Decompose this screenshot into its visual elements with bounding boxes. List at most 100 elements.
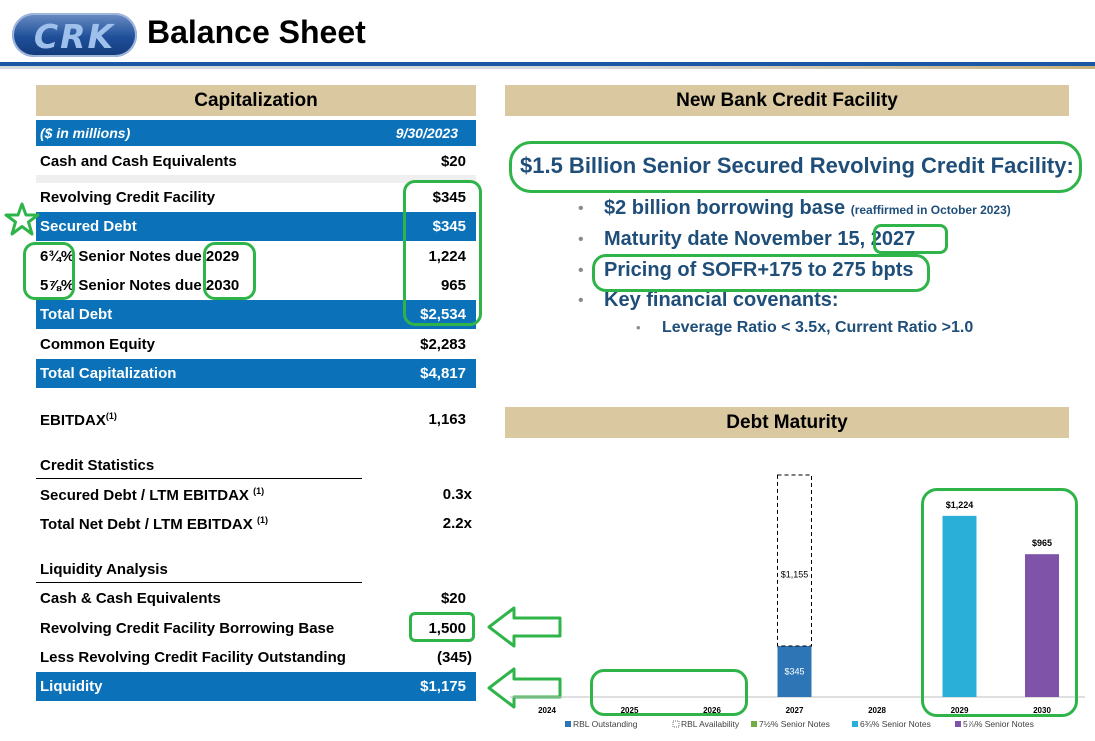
row-value: (345) [436,649,472,666]
facility-headline: $1.5 Billion Senior Secured Revolving Cr… [520,153,1074,178]
row-secured-ratio: Secured Debt / LTM EBITDAX (1) 0.3x [36,480,476,509]
bullet-covenants: Key financial covenants: [604,289,839,311]
bullet-maturity: Maturity date November 15, 2027 [604,228,916,250]
as-of-date: 9/30/2023 [395,125,458,141]
tick-label: 2028 [868,706,886,715]
highlight-coupon-rates [23,242,75,300]
row-common-equity: Common Equity $2,283 [36,330,476,359]
header-rule-grey [0,66,1095,69]
logo-text: CRK [33,17,116,56]
row-label: 6¾% Senior Notes due 2029 [40,248,240,265]
legend-label: RBL Outstanding [573,719,638,729]
section-heading: Credit Statistics [40,457,155,474]
row-notes-2030: 5⅞% Senior Notes due 2030 965 [36,271,476,300]
row-secured-debt: Secured Debt $345 [36,212,476,241]
row-ebitdax: EBITDAX(1) 1,163 [36,405,476,434]
arrow-left-icon [487,667,562,709]
row-borrowing-base: Revolving Credit Facility Borrowing Base… [36,614,476,643]
legend-swatch [751,721,757,727]
footnote-marker: (1) [105,410,117,421]
row-label: Secured Debt / LTM EBITDAX (1) [40,486,264,504]
bullet-note: (reaffirmed in October 2023) [850,203,1011,217]
row-label: EBITDAX(1) [40,411,117,429]
credit-facility-heading: New Bank Credit Facility [505,85,1069,116]
row-value: 1,224 [428,248,466,265]
bullet-dot: • [578,231,584,248]
row-notes-2029: 6¾% Senior Notes due 2029 1,224 [36,242,476,271]
bullet-dot: • [578,292,584,309]
row-label: Total Debt [40,306,113,323]
bullet-text: $2 billion borrowing base [604,197,846,219]
section-heading: Liquidity Analysis [40,561,168,578]
row-value: 2.2x [442,515,472,532]
credit-stats-heading: Credit Statistics [36,453,476,478]
row-label: Cash & Cash Equivalents [40,590,221,607]
legend-label: RBL Availability [681,719,740,729]
row-value: $2,283 [420,336,466,353]
row-label: Common Equity [40,336,155,353]
highlight-headline [509,141,1082,193]
highlight-2029-2030 [921,488,1078,717]
row-label: Secured Debt [40,218,137,235]
sub-bullet-dot: • [636,320,641,335]
footnote-marker: (1) [256,514,268,525]
row-value: $20 [440,590,466,607]
row-label: Revolving Credit Facility [40,189,216,206]
row-label: Liquidity [40,678,103,695]
data-label: $1,224 [946,500,974,510]
row-value: $4,817 [420,365,466,382]
legend-swatch [852,721,858,727]
arrow-left-icon [487,606,562,648]
data-label: $345 [784,666,804,676]
data-label: $965 [1032,538,1052,548]
highlight-maturity-date [873,224,948,254]
bar-5-senior-notes-2030 [1025,554,1059,697]
legend-label: 5⅞% Senior Notes [963,719,1034,729]
star-icon [4,202,40,236]
row-label: Cash and Cash Equivalents [40,152,237,170]
legend-swatch [955,721,961,727]
debt-maturity-chart: 2024 2025 2026 $345 $1,155 2027 2028 $1,224 2029… [510,474,1085,729]
company-logo: CRK [12,13,137,57]
row-revolving-credit: Revolving Credit Facility $345 [36,184,476,211]
row-total-capitalization: Total Capitalization $4,817 [36,359,476,388]
row-value: $345 [432,218,466,235]
data-label: $1,155 [781,570,809,580]
legend-swatch [565,721,571,727]
bullet-pricing: Pricing of SOFR+175 to 275 bpts [604,259,914,281]
footnote-marker: (1) [253,485,265,496]
row-total-debt: Total Debt $2,534 [36,300,476,329]
row-value: 0.3x [442,486,472,503]
tick-label: 2030 [1033,706,1051,715]
row-value: 1,500 [428,620,466,637]
bullet-borrowing-base: $2 billion borrowing base (reaffirmed in… [604,197,1011,220]
highlight-debt-values [403,180,482,326]
ebitdax-label: EBITDAX [40,411,106,429]
row-label: Total Capitalization [40,365,177,382]
row-net-ratio: Total Net Debt / LTM EBITDAX (1) 2.2x [36,509,476,538]
highlight-2025-2026 [590,669,748,716]
bar-6-senior-notes-2029 [942,515,977,697]
bullet-dot: • [578,262,584,279]
row-value: 1,163 [428,411,466,428]
separator [36,175,476,183]
legend-swatch [672,720,680,728]
row-label: Less Revolving Credit Facility Outstandi… [40,649,346,666]
row-value: 965 [440,277,466,294]
row-value: $1,175 [420,678,466,695]
liquidity-heading: Liquidity Analysis [36,557,476,582]
row-label: Revolving Credit Facility Borrowing Base [40,620,335,637]
row-cash: Cash and Cash Equivalents $20 [36,148,476,174]
row-value: $20 [440,152,466,170]
tick-label: 2024 [538,706,556,715]
row-liquidity-total: Liquidity $1,175 [36,672,476,701]
row-label: 5⅞% Senior Notes due 2030 [40,277,240,294]
section-rule [36,478,362,479]
ratio-label: Secured Debt / LTM EBITDAX [40,486,249,504]
capitalization-subheader: ($ in millions) 9/30/2023 [36,120,476,146]
highlight-maturity-years [203,242,256,300]
row-outstanding: Less Revolving Credit Facility Outstandi… [36,643,476,672]
debt-maturity-heading: Debt Maturity [505,407,1069,438]
page-title: Balance Sheet [147,14,366,50]
legend-label: 6¾% Senior Notes [860,719,931,729]
